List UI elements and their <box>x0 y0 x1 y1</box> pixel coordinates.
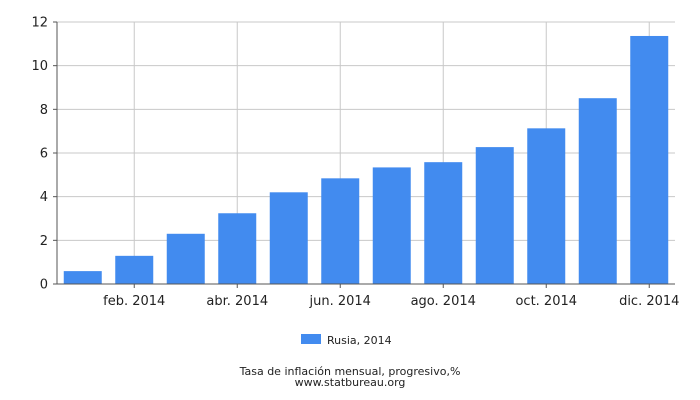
bar-1 <box>63 271 102 284</box>
x-tick-label: jun. 2014 <box>309 294 371 309</box>
bars <box>63 35 669 285</box>
y-tick-label: 6 <box>40 147 48 162</box>
bar-3 <box>166 233 205 284</box>
y-tick-label: 0 <box>40 278 48 293</box>
bar-8 <box>424 162 463 284</box>
bar-9 <box>475 147 514 284</box>
x-tick-label: dic. 2014 <box>619 294 679 309</box>
x-tick-label: feb. 2014 <box>103 294 165 309</box>
y-tick-label: 8 <box>40 103 48 118</box>
bar-7 <box>372 167 411 284</box>
y-tick-label: 10 <box>31 59 48 74</box>
x-tick-label: abr. 2014 <box>206 294 268 309</box>
source-caption: www.statbureau.org <box>295 376 406 389</box>
bar-6 <box>321 178 360 284</box>
y-tick-label: 4 <box>40 190 48 205</box>
y-ticks: 0 2 4 6 8 10 12 <box>31 16 57 293</box>
legend-swatch <box>301 334 321 344</box>
bar-11 <box>578 98 617 284</box>
bar-10 <box>527 128 566 284</box>
x-tick-label: oct. 2014 <box>515 294 577 309</box>
x-ticks: feb. 2014 abr. 2014 jun. 2014 ago. 2014 oct.… <box>103 284 679 309</box>
chart-title: Tasa de inflación mensual, progresivo,% <box>239 365 461 378</box>
bar-12 <box>630 35 669 285</box>
legend: Rusia, 2014 <box>301 334 392 347</box>
bar-2 <box>115 255 154 284</box>
y-tick-label: 12 <box>31 16 48 31</box>
x-tick-label: ago. 2014 <box>411 294 476 309</box>
legend-label: Rusia, 2014 <box>327 334 392 347</box>
bar-4 <box>218 213 257 284</box>
bar-5 <box>269 192 308 284</box>
y-tick-label: 2 <box>40 234 48 249</box>
